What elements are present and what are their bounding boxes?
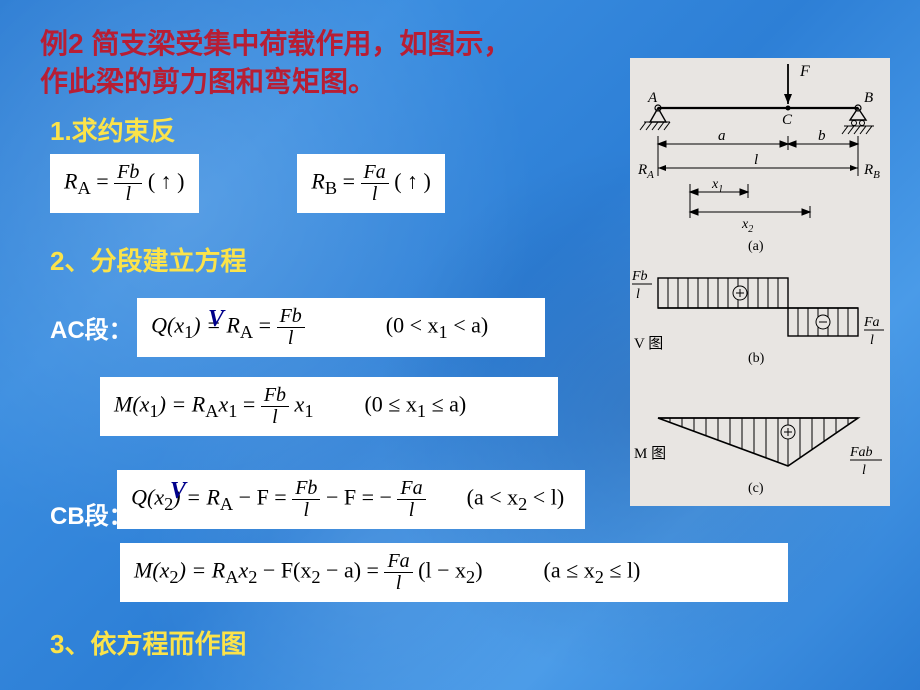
formula-M-x2: M(x2) = RAx2 − F(x2 − a) = Fal (l − x2) … — [120, 543, 788, 602]
section-3: 3、依方程而作图 — [50, 624, 920, 661]
segment-ac-label: AC段： — [50, 310, 133, 345]
formula-V-x1: Q(x1) = RA = Fbl (0 < x1 < a) — [137, 298, 545, 357]
example-title: 例2 简支梁受集中荷载作用，如图示， 作此梁的剪力图和弯矩图。 — [0, 0, 920, 101]
section-2: 2、分段建立方程 — [50, 241, 920, 278]
section-1: 1.求约束反 — [50, 111, 920, 148]
title-line1: 例2 简支梁受集中荷载作用，如图示， — [40, 28, 511, 59]
formula-V-x2: Q(x2) = RA − F = Fbl − F = − Fal (a < x2… — [117, 470, 585, 529]
v-overlay-1: V — [208, 306, 224, 333]
formula-RA: RA = Fbl ( ↑ ) — [50, 154, 199, 213]
v-overlay-2: V — [170, 478, 186, 505]
title-line2: 作此梁的剪力图和弯矩图。 — [40, 66, 376, 97]
formula-RB: RB = Fal ( ↑ ) — [297, 154, 444, 213]
formula-M-x1: M(x1) = RAx1 = Fbl x1 (0 ≤ x1 ≤ a) — [100, 377, 558, 436]
